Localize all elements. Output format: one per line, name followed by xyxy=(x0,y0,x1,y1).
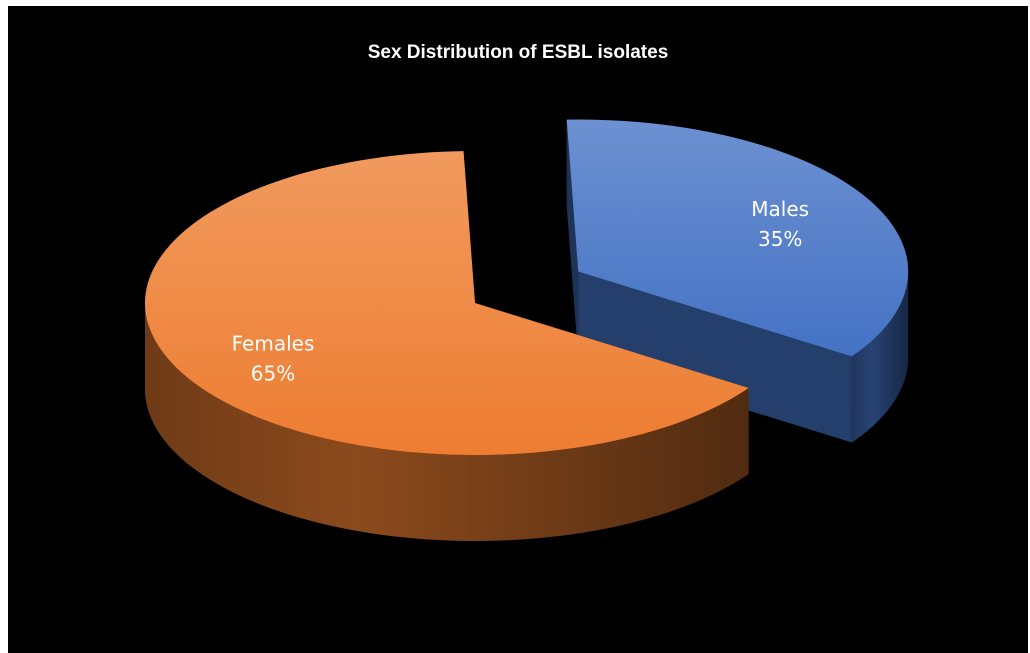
pie-chart: Sex Distribution of ESBL isolates Males 3… xyxy=(144,42,909,541)
slice-males-side-shading xyxy=(851,269,909,443)
chart-title: Sex Distribution of ESBL isolates xyxy=(368,42,669,63)
slice-value-females: 65% xyxy=(251,362,295,386)
chart-area: Sex Distribution of ESBL isolates Males 3… xyxy=(8,6,1028,653)
slice-labels: Males 35% Females 65% xyxy=(232,197,809,386)
slice-females-side-shading xyxy=(145,302,749,541)
slice-value-males: 35% xyxy=(758,227,802,251)
slice-males-wall xyxy=(578,271,852,443)
slice-label-males: Males xyxy=(751,197,809,221)
slice-females-highlight xyxy=(144,151,749,455)
slice-females xyxy=(144,151,749,541)
pie-slices xyxy=(144,119,909,541)
slice-males xyxy=(566,119,909,443)
slice-males-highlight xyxy=(566,119,909,357)
slice-males-wall xyxy=(566,119,579,358)
slice-label-females: Females xyxy=(232,332,315,356)
